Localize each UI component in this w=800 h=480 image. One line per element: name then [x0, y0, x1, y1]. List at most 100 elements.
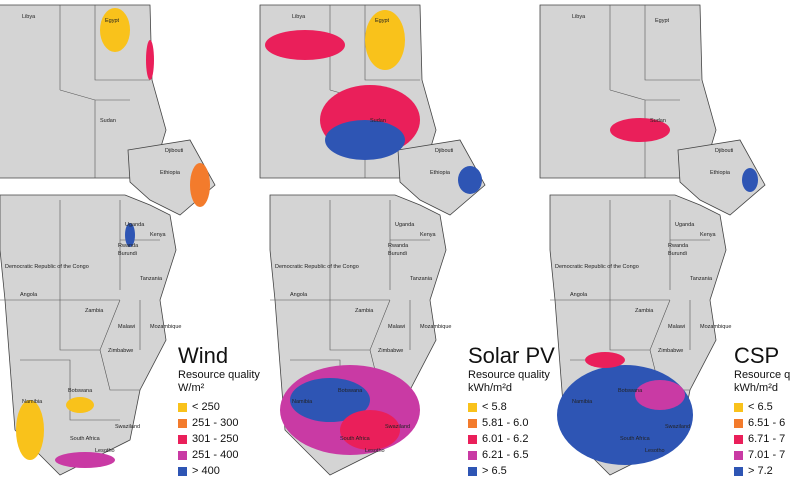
legend-item: 6.01 - 6.2 — [468, 431, 555, 447]
legend-swatch — [468, 434, 477, 444]
country-label: Zambia — [355, 308, 374, 314]
country-label: Zimbabwe — [108, 348, 133, 354]
legend-item: > 6.5 — [468, 463, 555, 479]
legend-swatch — [734, 434, 743, 444]
country-label: Mozambique — [420, 324, 452, 330]
legend-item: 6.21 - 6.5 — [468, 447, 555, 463]
legend-label: 251 - 300 — [192, 417, 239, 429]
country-label: Democratic Republic of the Congo — [275, 264, 359, 270]
country-label: Tanzania — [690, 276, 713, 282]
legend-swatch — [734, 418, 743, 428]
legend-label: < 250 — [192, 401, 220, 413]
country-label: Burundi — [388, 251, 407, 257]
legend-label: 6.51 - 6 — [748, 417, 786, 429]
country-label: Zambia — [635, 308, 654, 314]
country-label: Egypt — [105, 18, 120, 24]
country-label: Burundi — [118, 251, 137, 257]
country-label: Swaziland — [385, 424, 410, 430]
country-label: Djibouti — [715, 148, 733, 154]
country-label: Uganda — [395, 222, 415, 228]
legend-item: 251 - 300 — [178, 415, 260, 431]
country-label: South Africa — [340, 436, 371, 442]
legend-swatch — [734, 450, 743, 460]
legend-item: < 250 — [178, 399, 260, 415]
country-label: Kenya — [150, 232, 167, 238]
legend-label: 6.21 - 6.5 — [482, 449, 529, 461]
legend-swatch — [178, 450, 187, 460]
country-label: Sudan — [370, 118, 386, 124]
legend-label: < 5.8 — [482, 401, 507, 413]
legend-label: > 7.2 — [748, 465, 773, 477]
legend-item: 5.81 - 6.0 — [468, 415, 555, 431]
legend-swatch — [468, 418, 477, 428]
country-label: Rwanda — [388, 243, 409, 249]
legend-label: < 6.5 — [748, 401, 773, 413]
legend-label: 6.01 - 6.2 — [482, 433, 529, 445]
country-label: Botswana — [68, 388, 93, 394]
country-label: Libya — [22, 14, 36, 20]
legend-unit: W/m² — [178, 382, 205, 394]
country-label: Namibia — [292, 399, 313, 405]
legend-item: < 6.5 — [734, 399, 800, 415]
country-label: Ethiopia — [430, 170, 451, 176]
legend-label: 5.81 - 6.0 — [482, 417, 529, 429]
country-label: Egypt — [655, 18, 670, 24]
legend-swatch — [178, 418, 187, 428]
country-label: Sudan — [650, 118, 666, 124]
legend-label: > 6.5 — [482, 465, 507, 477]
legend-item: > 400 — [178, 463, 260, 479]
legend-item: 251 - 400 — [178, 447, 260, 463]
wind-legend: Wind Resource quality W/m² < 250 251 - 30… — [178, 343, 260, 479]
legend-swatch — [178, 434, 187, 444]
legend-label: 7.01 - 7 — [748, 449, 786, 461]
legend-item: 6.71 - 7 — [734, 431, 800, 447]
country-label: Angola — [570, 292, 588, 298]
country-label: Djibouti — [435, 148, 453, 154]
country-label: Sudan — [100, 118, 116, 124]
country-label: Angola — [20, 292, 38, 298]
country-label: Malawi — [118, 324, 135, 330]
legend-title: Solar PV — [468, 343, 555, 368]
country-label: Djibouti — [165, 148, 183, 154]
country-label: Malawi — [668, 324, 685, 330]
country-label: Uganda — [125, 222, 145, 228]
legend-item: > 7.2 — [734, 463, 800, 479]
country-label: South Africa — [620, 436, 651, 442]
country-label: Ethiopia — [710, 170, 731, 176]
legend-swatch — [468, 450, 477, 460]
country-label: Zimbabwe — [378, 348, 403, 354]
legend-item: 7.01 - 7 — [734, 447, 800, 463]
country-label: Angola — [290, 292, 308, 298]
legend-swatch — [178, 466, 187, 476]
csp-map — [539, 4, 766, 476]
country-label: Mozambique — [150, 324, 182, 330]
country-label: Swaziland — [115, 424, 140, 430]
wind-map — [0, 4, 216, 476]
country-label: Libya — [572, 14, 586, 20]
country-label: Malawi — [388, 324, 405, 330]
country-label: Tanzania — [140, 276, 163, 282]
country-label: Lesotho — [645, 448, 665, 454]
country-label: Kenya — [420, 232, 437, 238]
legend-subtitle: Resource q — [734, 369, 791, 381]
legend-label: 301 - 250 — [192, 433, 239, 445]
legend-label: 6.71 - 7 — [748, 433, 786, 445]
solar-pv-map — [259, 4, 486, 476]
country-label: Namibia — [22, 399, 43, 405]
country-label: Ethiopia — [160, 170, 181, 176]
solar-pv-legend: Solar PV Resource quality kWh/m²d < 5.8 5… — [468, 343, 555, 479]
legend-item: 301 - 250 — [178, 431, 260, 447]
country-label: Egypt — [375, 18, 390, 24]
legend-label: 251 - 400 — [192, 449, 239, 461]
country-label: Zimbabwe — [658, 348, 683, 354]
legend-unit: kWh/m²d — [734, 382, 778, 394]
country-label: Burundi — [668, 251, 687, 257]
country-label: Kenya — [700, 232, 717, 238]
legend-subtitle: Resource quality — [468, 369, 550, 381]
legend-swatch — [734, 466, 743, 476]
legend-swatch — [468, 466, 477, 476]
country-label: Zambia — [85, 308, 104, 314]
country-label: Swaziland — [665, 424, 690, 430]
legend-subtitle: Resource quality — [178, 369, 260, 381]
